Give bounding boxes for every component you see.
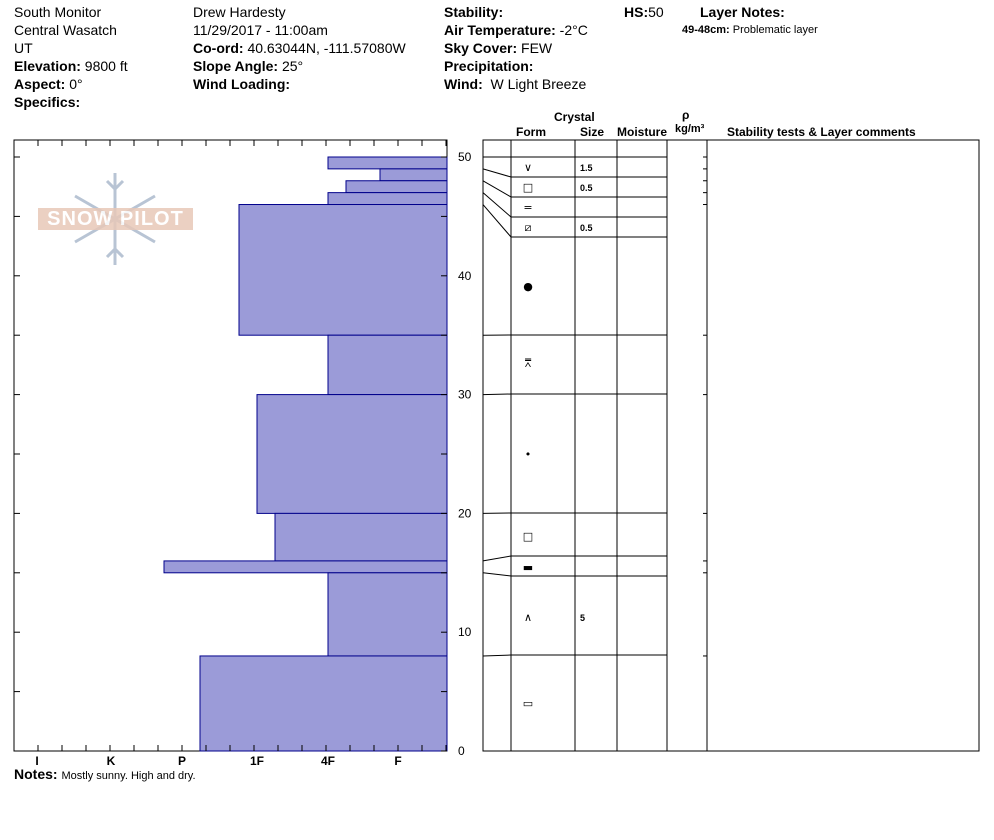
crystal-size: 0.5 [580,223,593,233]
x-tick-label: P [178,754,186,768]
y-tick-label: 50 [458,150,472,164]
aspect: Aspect: 0° [14,76,83,92]
crystal-form-icon: = [523,201,532,214]
logo-text: SNOW PILOT [38,208,193,230]
crystal-size: 5 [580,613,585,623]
stability: Stability: [444,4,504,20]
notes: Notes: Mostly sunny. High and dry. [14,766,196,782]
elevation: Elevation: 9800 ft [14,58,128,74]
crystal-form-icon: ▭ [523,697,533,710]
crystal-form-icon: ∧ [524,611,532,624]
crystal-form-icon: □ [523,181,533,194]
crystal-form-icon: ∨ [524,161,532,174]
snow-height: HS:50 [624,4,664,20]
row-connector [482,192,512,218]
wind: Wind: W Light Breeze [444,76,587,92]
hardness-bar [345,180,448,194]
row-connector [482,180,512,198]
datetime: 11/29/2017 - 11:00am [193,22,328,38]
hardness-bar [327,192,448,206]
hardness-bar [379,168,448,182]
x-tick-label: 4F [321,754,335,768]
x-tick-label: F [394,754,401,768]
x-tick-label: 1F [250,754,264,768]
row-connector [482,654,512,657]
hardness-bar [238,204,448,336]
y-tick-label: 40 [458,269,472,283]
crystal-size: 1.5 [580,163,593,173]
y-tick-label: 0 [458,744,465,758]
density-symbol: ρ [682,108,690,122]
density-header: kg/m³ [675,123,705,135]
crystal-form-icon: ⩞ [525,357,532,370]
specifics: Specifics: [14,94,81,110]
crystal-header: Crystal [554,110,595,124]
observer: Drew Hardesty [193,4,286,20]
row-connector [482,168,512,178]
row-connector [482,204,512,238]
x-tick-label: I [35,754,38,768]
precipitation: Precipitation: [444,58,534,74]
range: Central Wasatch [14,22,117,38]
row-connector [482,555,512,562]
y-tick-label: 10 [458,625,472,639]
hardness-bar [327,334,448,396]
crystal-form-icon: ⧄ [525,221,532,234]
row-connector [482,572,512,577]
crystal-form-icon: □ [523,530,533,543]
wind-loading: Wind Loading: [193,76,291,92]
stability-header: Stability tests & Layer comments [727,125,916,139]
crystal-form-icon: ▬ [523,561,533,574]
crystal-form-icon: ● [523,280,533,293]
layer-table [482,139,980,752]
crystal-size: 0.5 [580,183,593,193]
form-header: Form [516,125,546,139]
hardness-bar [256,394,448,514]
x-tick-label: K [107,754,116,768]
crystal-form-icon: • [525,448,532,461]
snowpilot-logo: SNOW PILOT [38,170,193,270]
size-header: Size [580,125,605,139]
moisture-header: Moisture [617,125,668,139]
slope-angle: Slope Angle: 25° [193,58,304,74]
hardness-bar [199,655,448,752]
y-tick-label: 30 [458,388,472,402]
sky-cover: Sky Cover: FEW [444,40,553,56]
layer-notes-title: Layer Notes: [700,4,785,20]
state: UT [14,40,33,56]
y-tick-label: 20 [458,506,472,520]
location: South Monitor [14,4,102,20]
air-temperature: Air Temperature: -2°C [444,22,588,38]
hardness-bar [327,572,448,657]
hardness-bar [327,156,448,170]
hardness-bar [274,512,448,562]
row-connector [482,393,512,396]
coordinates: Co-ord: 40.63044N, -111.57080W [193,40,406,56]
layer-note: 49-48cm: Problematic layer [682,24,818,36]
hardness-bar [163,560,448,574]
